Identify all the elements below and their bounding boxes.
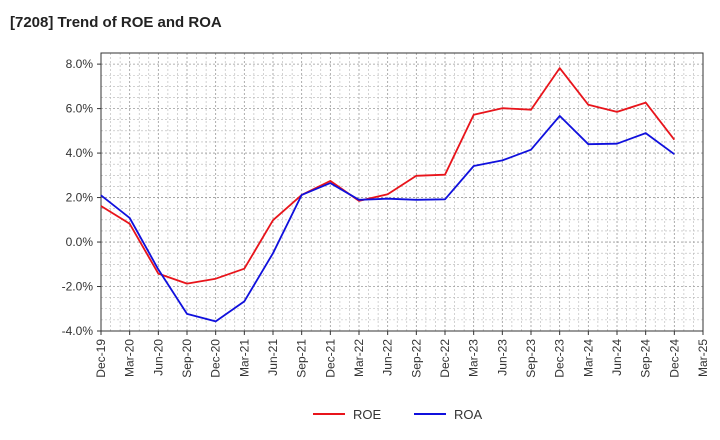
plot-area bbox=[101, 53, 703, 331]
y-tick-label: 6.0% bbox=[66, 102, 94, 116]
x-tick-label: Mar-25 bbox=[696, 339, 710, 377]
y-tick-label: 8.0% bbox=[66, 57, 94, 71]
x-tick-label: Sep-24 bbox=[639, 339, 653, 378]
y-tick-label: 0.0% bbox=[66, 235, 94, 249]
x-tick-label: Sep-20 bbox=[180, 339, 194, 378]
x-tick-label: Jun-21 bbox=[266, 339, 280, 376]
y-tick-label: -4.0% bbox=[62, 324, 94, 338]
series-line-roe bbox=[100, 67, 676, 285]
series-line-roa bbox=[100, 115, 675, 323]
x-tick-label: Sep-23 bbox=[524, 339, 538, 378]
x-tick-label: Sep-21 bbox=[295, 339, 309, 378]
x-tick-label: Dec-21 bbox=[323, 339, 337, 378]
x-tick-label: Dec-24 bbox=[667, 339, 681, 378]
plot-frame bbox=[100, 52, 704, 332]
x-tick-label: Jun-24 bbox=[610, 339, 624, 376]
x-tick-label: Mar-21 bbox=[237, 339, 251, 377]
x-tick-label: Mar-23 bbox=[467, 339, 481, 377]
x-tick-label: Dec-23 bbox=[553, 339, 567, 378]
x-tick-label: Mar-20 bbox=[123, 339, 137, 377]
x-tick-label: Jun-20 bbox=[151, 339, 165, 376]
x-tick-label: Mar-22 bbox=[352, 339, 366, 377]
y-tick-label: 4.0% bbox=[66, 146, 94, 160]
x-tick-label: Jun-22 bbox=[381, 339, 395, 376]
x-tick-label: Jun-23 bbox=[495, 339, 509, 376]
x-tick-label: Mar-24 bbox=[581, 339, 595, 377]
x-tick-label: Dec-20 bbox=[209, 339, 223, 378]
x-tick-label: Dec-22 bbox=[438, 339, 452, 378]
y-tick-label: -2.0% bbox=[62, 280, 94, 294]
x-tick-label: Sep-22 bbox=[409, 339, 423, 378]
y-tick-label: 2.0% bbox=[66, 191, 94, 205]
legend-label-roa: ROA bbox=[454, 407, 483, 422]
chart-title: [7208] Trend of ROE and ROA bbox=[10, 14, 222, 31]
x-tick-label: Dec-19 bbox=[94, 339, 108, 378]
legend-label-roe: ROE bbox=[353, 407, 382, 422]
